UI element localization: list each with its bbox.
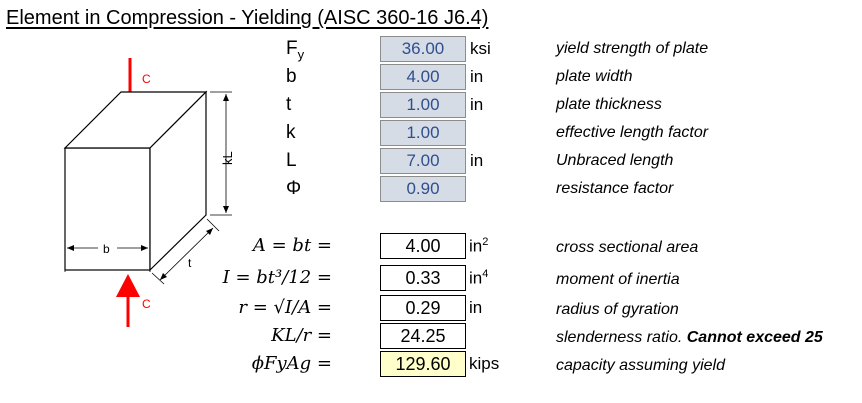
output-description: cross sectional area: [556, 239, 698, 257]
page-title: Element in Compression - Yielding (AISC …: [6, 7, 489, 29]
input-symbol: Fy: [286, 38, 326, 62]
input-value-cell[interactable]: 7.00: [380, 148, 466, 174]
output-unit-exponent: 2: [482, 236, 489, 248]
output-description-text: moment of inertia: [556, 271, 680, 288]
input-value-cell[interactable]: 1.00: [380, 92, 466, 118]
output-value-cell[interactable]: 0.33: [380, 265, 466, 291]
input-unit: in: [470, 67, 484, 86]
input-description: plate width: [556, 68, 633, 85]
input-description: plate thickness: [556, 96, 662, 113]
input-symbol: t: [286, 94, 326, 116]
output-unit: kips: [469, 354, 499, 374]
output-equation: ϕFyAg =: [251, 353, 332, 374]
input-symbol-subscript: y: [297, 46, 305, 62]
t-dimension: [151, 218, 220, 285]
b-label: b: [103, 242, 110, 256]
input-symbol-text: t: [286, 94, 292, 115]
plate-front-face: [64, 147, 151, 271]
output-value-cell[interactable]: 24.25: [380, 323, 466, 349]
output-description: capacity assuming yield: [556, 357, 725, 375]
output-unit: in: [469, 298, 482, 318]
output-description-text: slenderness ratio.: [556, 329, 683, 346]
slenderness-warning: Cannot exceed 25: [686, 329, 823, 346]
input-unit: in: [470, 95, 484, 114]
capacity-result-cell[interactable]: 129.60: [380, 351, 466, 377]
input-symbol: b: [286, 66, 326, 88]
plate-side-face: [149, 90, 207, 272]
output-description-text: radius of gyration: [556, 301, 679, 318]
output-equation: r = √I/A =: [238, 297, 332, 318]
output-equation: I = bt³/12 =: [222, 267, 332, 288]
bottom-load-arrow: [116, 274, 140, 327]
output-unit: in2: [469, 236, 488, 257]
input-value-cell[interactable]: 0.90: [380, 176, 466, 202]
input-symbol: L: [286, 150, 326, 172]
output-description-text: cross sectional area: [556, 239, 699, 256]
input-symbol-text: F: [286, 38, 298, 59]
input-unit: in: [470, 151, 484, 170]
input-description: resistance factor: [556, 180, 674, 197]
output-description-text: capacity assuming yield: [556, 357, 725, 374]
input-symbol-text: b: [286, 66, 297, 87]
input-symbol-text: Φ: [286, 178, 302, 199]
output-description: radius of gyration: [556, 301, 679, 319]
kl-dimension: [210, 91, 232, 216]
output-unit-exponent: 4: [482, 268, 489, 280]
output-description: slenderness ratio. Cannot exceed 25: [556, 329, 823, 347]
output-unit-text: kips: [469, 354, 500, 373]
output-unit: in4: [469, 268, 488, 289]
output-equation: KL/r =: [271, 325, 332, 346]
output-unit-text: in: [469, 268, 483, 288]
input-symbol: Φ: [286, 178, 326, 200]
output-equation: A = bt =: [252, 235, 332, 256]
input-unit: ksi: [470, 39, 491, 58]
input-symbol-text: L: [286, 150, 297, 171]
output-description: moment of inertia: [556, 271, 680, 289]
output-unit-text: in: [469, 298, 483, 317]
input-value-cell[interactable]: 1.00: [380, 120, 466, 146]
input-description: effective length factor: [556, 124, 709, 141]
output-value-cell[interactable]: 0.29: [380, 295, 466, 321]
bottom-load-label: C: [142, 297, 151, 311]
input-symbol: k: [286, 122, 326, 144]
input-value-cell[interactable]: 36.00: [380, 36, 466, 62]
top-load-label: C: [142, 72, 151, 86]
output-value-cell[interactable]: 4.00: [380, 233, 466, 259]
input-value-cell[interactable]: 4.00: [380, 64, 466, 90]
b-dimension: [64, 230, 151, 272]
kl-label: kL: [220, 151, 235, 165]
input-symbol-text: k: [286, 122, 296, 143]
input-description: yield strength of plate: [556, 40, 709, 57]
t-label: t: [188, 256, 192, 270]
output-unit-text: in: [469, 236, 483, 256]
input-description: Unbraced length: [556, 152, 674, 169]
